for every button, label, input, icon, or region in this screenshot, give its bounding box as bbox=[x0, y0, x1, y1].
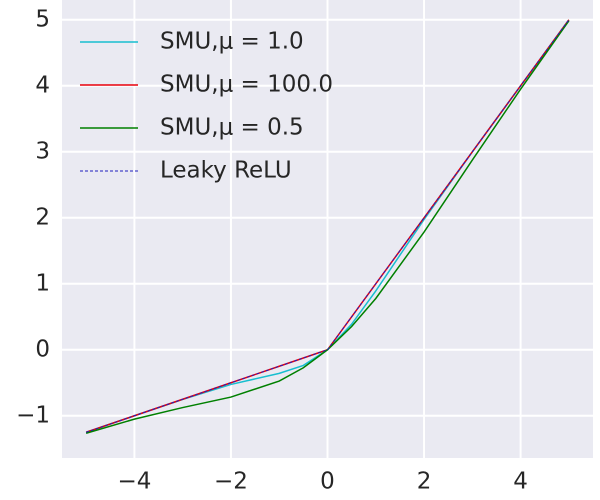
x-tick-label: 4 bbox=[513, 469, 528, 495]
y-tick-label: 0 bbox=[35, 336, 50, 362]
x-tick-label: 2 bbox=[417, 469, 432, 495]
legend-label: SMU,μ = 0.5 bbox=[160, 115, 304, 141]
legend-label: SMU,μ = 1.0 bbox=[160, 29, 304, 55]
y-tick-label: 3 bbox=[35, 138, 50, 164]
x-tick-label: 0 bbox=[320, 469, 335, 495]
y-tick-label: 4 bbox=[35, 72, 50, 98]
y-tick-label: 2 bbox=[35, 204, 50, 230]
x-tick-label: −2 bbox=[214, 469, 248, 495]
legend-label: Leaky ReLU bbox=[160, 158, 292, 184]
y-tick-label: 1 bbox=[35, 270, 50, 296]
y-tick-label: 5 bbox=[35, 6, 50, 32]
y-tick-label: −1 bbox=[16, 402, 50, 428]
series-line bbox=[85, 19, 570, 433]
legend-label: SMU,μ = 100.0 bbox=[160, 72, 333, 98]
x-tick-label: −4 bbox=[117, 469, 151, 495]
